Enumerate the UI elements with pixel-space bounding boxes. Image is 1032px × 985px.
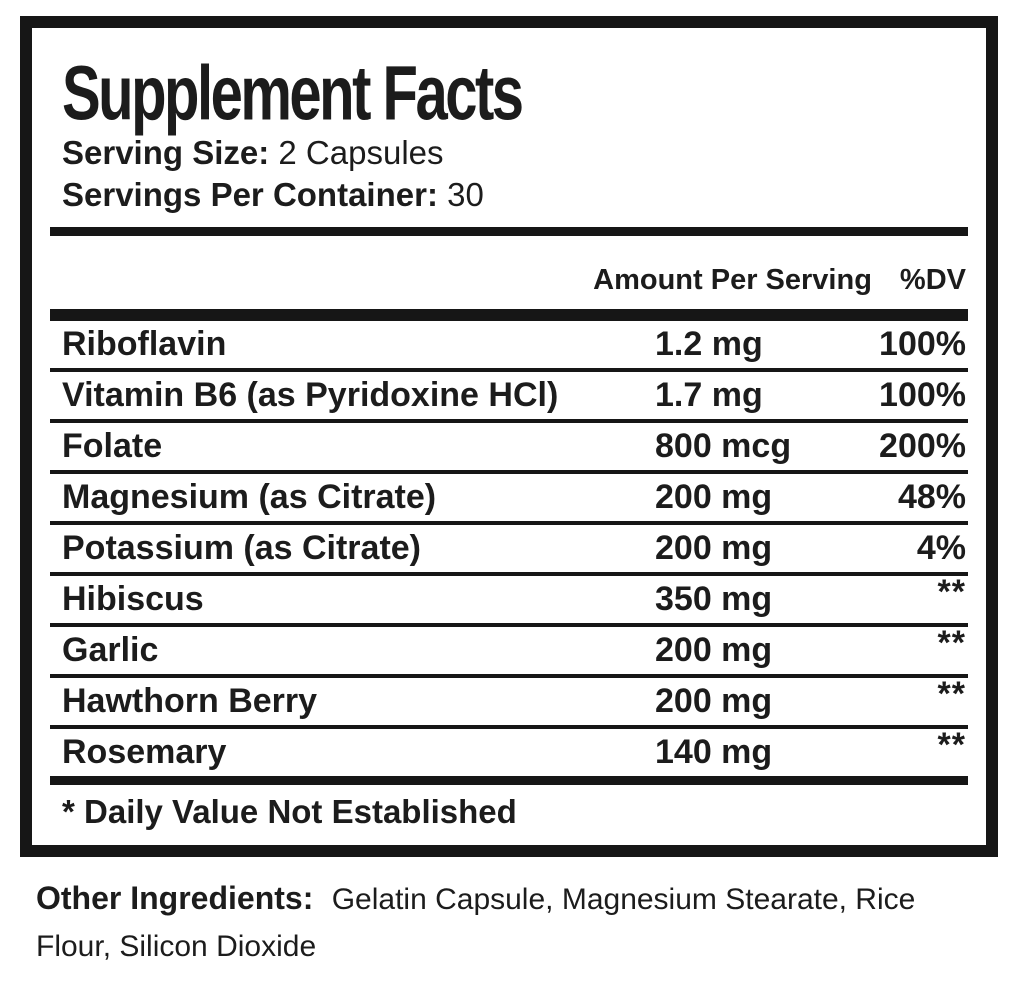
table-row: Potassium (as Citrate) 200 mg 4% bbox=[50, 525, 968, 577]
ingredient-amount: 800 mcg bbox=[655, 427, 792, 466]
servings-per-container-line: Servings Per Container: 30 bbox=[62, 174, 968, 216]
ingredient-dv: ** bbox=[937, 573, 966, 612]
ingredient-name: Vitamin B6 (as Pyridoxine HCl) bbox=[62, 376, 559, 415]
table-row: Folate 800 mcg 200% bbox=[50, 423, 968, 475]
other-ingredients-value: Gelatin Capsule, Magnesium Stearate, Ric… bbox=[36, 883, 916, 963]
ingredient-name: Hawthorn Berry bbox=[62, 682, 318, 721]
column-header-amount: Amount Per Serving bbox=[593, 264, 872, 297]
ingredient-dv: 100% bbox=[879, 325, 966, 364]
other-ingredients-label: Other Ingredients: bbox=[36, 880, 314, 916]
ingredient-name: Folate bbox=[62, 427, 163, 466]
serving-size-line: Serving Size: 2 Capsules bbox=[62, 132, 968, 174]
ingredient-dv: 4% bbox=[916, 529, 966, 568]
ingredient-table: Riboflavin 1.2 mg 100% Vitamin B6 (as Py… bbox=[50, 321, 968, 786]
table-row: Riboflavin 1.2 mg 100% bbox=[50, 321, 968, 373]
ingredient-amount: 1.7 mg bbox=[655, 376, 763, 415]
servings-per-container-label: Servings Per Container: bbox=[62, 175, 438, 213]
ingredient-amount: 200 mg bbox=[655, 682, 773, 721]
ingredient-name: Riboflavin bbox=[62, 325, 227, 364]
ingredient-dv: 48% bbox=[897, 478, 966, 517]
ingredient-dv: ** bbox=[937, 726, 966, 765]
table-row: Hibiscus 350 mg ** bbox=[50, 573, 968, 628]
ingredient-amount: 200 mg bbox=[655, 631, 773, 670]
supplement-facts-panel: Supplement Facts Serving Size: 2 Capsule… bbox=[20, 16, 998, 857]
table-row: Hawthorn Berry 200 mg ** bbox=[50, 675, 968, 730]
page-title: Supplement Facts bbox=[62, 50, 524, 137]
ingredient-amount: 350 mg bbox=[655, 580, 773, 619]
daily-value-footnote: * Daily Value Not Established bbox=[62, 793, 517, 831]
column-header-row: Amount Per Serving %DV bbox=[50, 236, 968, 309]
ingredient-amount: 200 mg bbox=[655, 529, 773, 568]
ingredient-name: Garlic bbox=[62, 631, 159, 670]
ingredient-name: Magnesium (as Citrate) bbox=[62, 478, 437, 517]
ingredient-dv: 100% bbox=[879, 376, 966, 415]
ingredient-dv: ** bbox=[937, 624, 966, 663]
table-row: Magnesium (as Citrate) 200 mg 48% bbox=[50, 474, 968, 526]
table-row: Vitamin B6 (as Pyridoxine HCl) 1.7 mg 10… bbox=[50, 372, 968, 424]
other-ingredients-section: Other Ingredients: Gelatin Capsule, Magn… bbox=[36, 874, 988, 970]
ingredient-amount: 1.2 mg bbox=[655, 325, 763, 364]
ingredient-amount: 140 mg bbox=[655, 733, 773, 772]
table-row: Rosemary 140 mg ** bbox=[50, 726, 968, 786]
column-header-dv: %DV bbox=[899, 264, 966, 297]
ingredient-dv: ** bbox=[937, 675, 966, 714]
divider-thick-header bbox=[50, 309, 968, 322]
serving-size-label: Serving Size: bbox=[62, 134, 270, 171]
ingredient-amount: 200 mg bbox=[655, 478, 773, 517]
serving-size-value: 2 Capsules bbox=[278, 134, 444, 171]
ingredient-dv: 200% bbox=[879, 427, 966, 466]
table-row: Garlic 200 mg ** bbox=[50, 624, 968, 679]
servings-per-container-value: 30 bbox=[447, 175, 484, 213]
ingredient-name: Rosemary bbox=[62, 733, 227, 772]
ingredient-name: Potassium (as Citrate) bbox=[62, 529, 421, 568]
divider-thick-top bbox=[50, 227, 968, 237]
ingredient-name: Hibiscus bbox=[62, 580, 204, 619]
